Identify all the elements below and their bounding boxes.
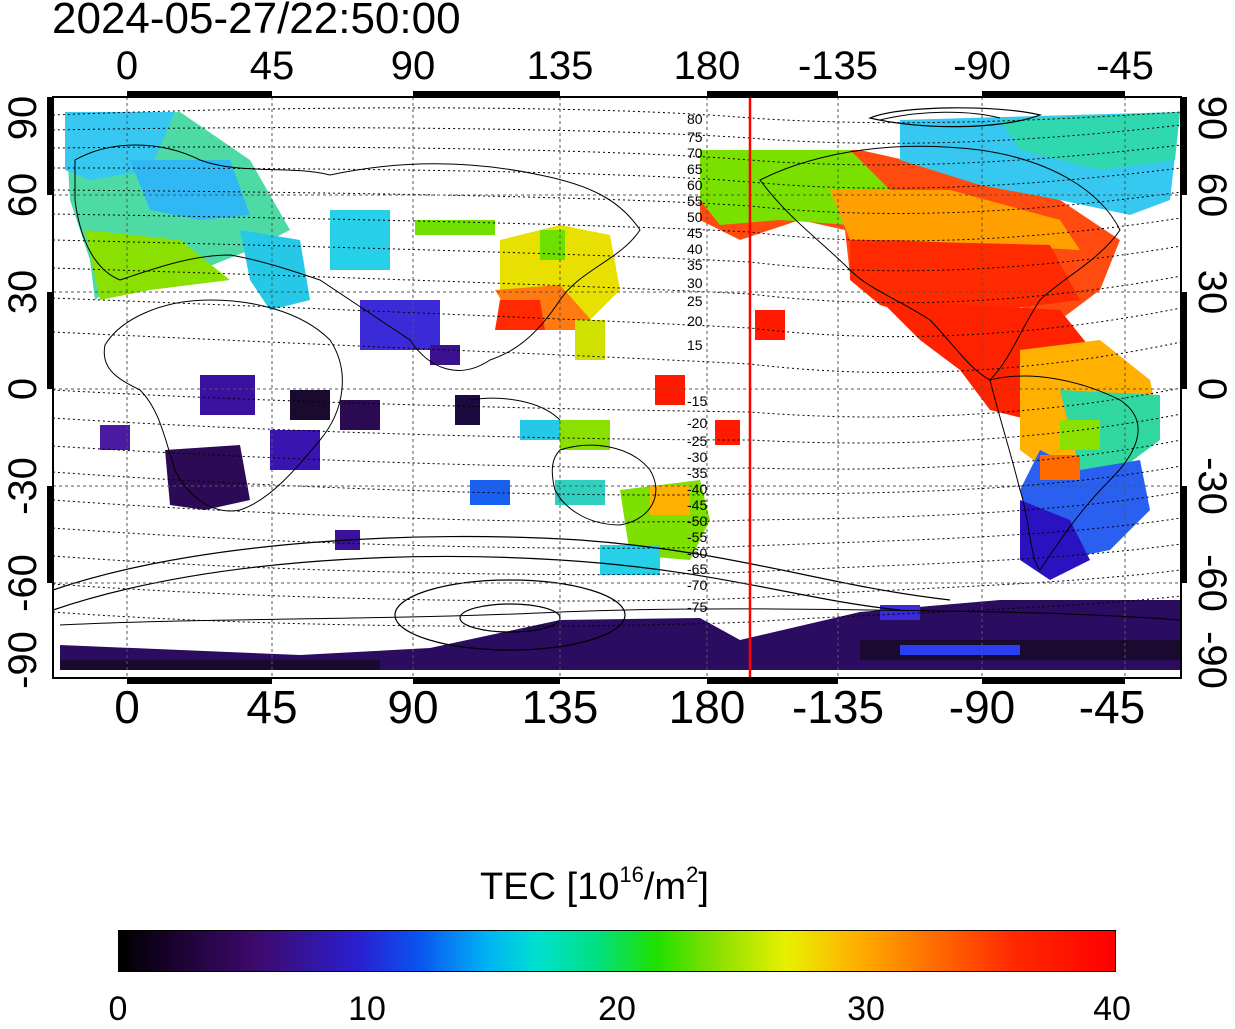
coastlines [59,111,1181,626]
lon-tick-bottom: -45 [1078,681,1146,733]
colorbar-title: TEC [1016/m2] [480,862,709,908]
contour-label: -35 [687,465,707,481]
contour-label: -40 [687,481,707,497]
contour-label: -55 [687,529,707,545]
contour-label: -20 [687,415,707,431]
lat-tick-right: -30 [1190,457,1234,515]
lon-tick-bottom: 135 [521,681,599,733]
lat-tick-right: 90 [1190,96,1234,141]
contour-label: 15 [687,337,703,353]
colorbar-tick: 40 [1093,990,1131,1028]
solid-contours [53,107,1043,651]
lat-ticks-left: 90 60 30 0 -30 -60 -90 [1,96,45,689]
lat-tick-right: 0 [1190,378,1234,400]
lon-tick-top: -135 [797,44,879,88]
lon-tick-top: 0 [115,44,139,88]
lat-tick-right: 30 [1190,270,1234,315]
contour-label: -50 [687,513,707,529]
colorbar-tick: 30 [847,990,885,1028]
lat-tick-left: 60 [1,173,45,218]
colorbar-tick: 0 [108,990,128,1028]
contour-label: 60 [687,177,703,193]
lat-tick-right: -60 [1190,554,1234,612]
lon-tick-bottom: 45 [246,681,298,733]
contour-label: 25 [687,293,703,309]
lon-tick-top: -45 [1096,44,1154,88]
contour-label: -60 [687,545,707,561]
lon-tick-bottom: 90 [387,681,439,733]
lat-tick-left: 30 [1,270,45,315]
contour-label: 50 [687,209,703,225]
lon-tick-bottom: 0 [114,681,140,733]
contour-label: 80 [687,111,703,127]
colorbar-tick: 10 [348,990,386,1028]
lat-tick-left: 90 [1,96,45,141]
tec-data-patches [60,112,1180,670]
lon-tick-top: 45 [249,44,295,88]
lon-tick-top: 90 [390,44,436,88]
contour-label: 35 [687,257,703,273]
contour-label: -15 [687,393,707,409]
contour-label: -30 [687,449,707,465]
contour-label: 75 [687,129,703,145]
lon-tick-bottom: -90 [948,681,1016,733]
map-border-segments [47,91,1187,684]
contour-labels: 80 75 70 65 60 55 50 45 40 35 30 25 20 1… [687,111,707,615]
lat-tick-right: -90 [1190,631,1234,689]
lat-tick-left: -30 [1,457,45,515]
contour-label: -45 [687,497,707,513]
colorbar [118,930,1116,972]
lat-tick-left: -90 [1,631,45,689]
contour-label: -65 [687,561,707,577]
lon-tick-top: 135 [526,44,594,88]
lat-tick-right: 60 [1190,173,1234,218]
lon-tick-bottom: -135 [791,681,885,733]
graticule [53,97,1181,678]
contour-label: 70 [687,145,703,161]
lon-tick-bottom: 180 [668,681,746,733]
lat-ticks-right: 90 60 30 0 -30 -60 -90 [1190,96,1234,689]
contour-label: 40 [687,241,703,257]
contour-label: -25 [687,433,707,449]
lon-tick-top: 180 [673,44,741,88]
contour-label: 55 [687,193,703,209]
contour-label: 30 [687,275,703,291]
contour-label: -70 [687,577,707,593]
contour-label: 65 [687,161,703,177]
lon-tick-top: -90 [953,44,1011,88]
colorbar-tick: 20 [598,990,636,1028]
contour-label: -75 [687,599,707,615]
contour-label: 20 [687,313,703,329]
map-title: 2024-05-27/22:50:00 [52,0,461,43]
lat-tick-left: -60 [1,554,45,612]
lat-tick-left: 0 [1,378,45,400]
contour-label: 45 [687,225,703,241]
